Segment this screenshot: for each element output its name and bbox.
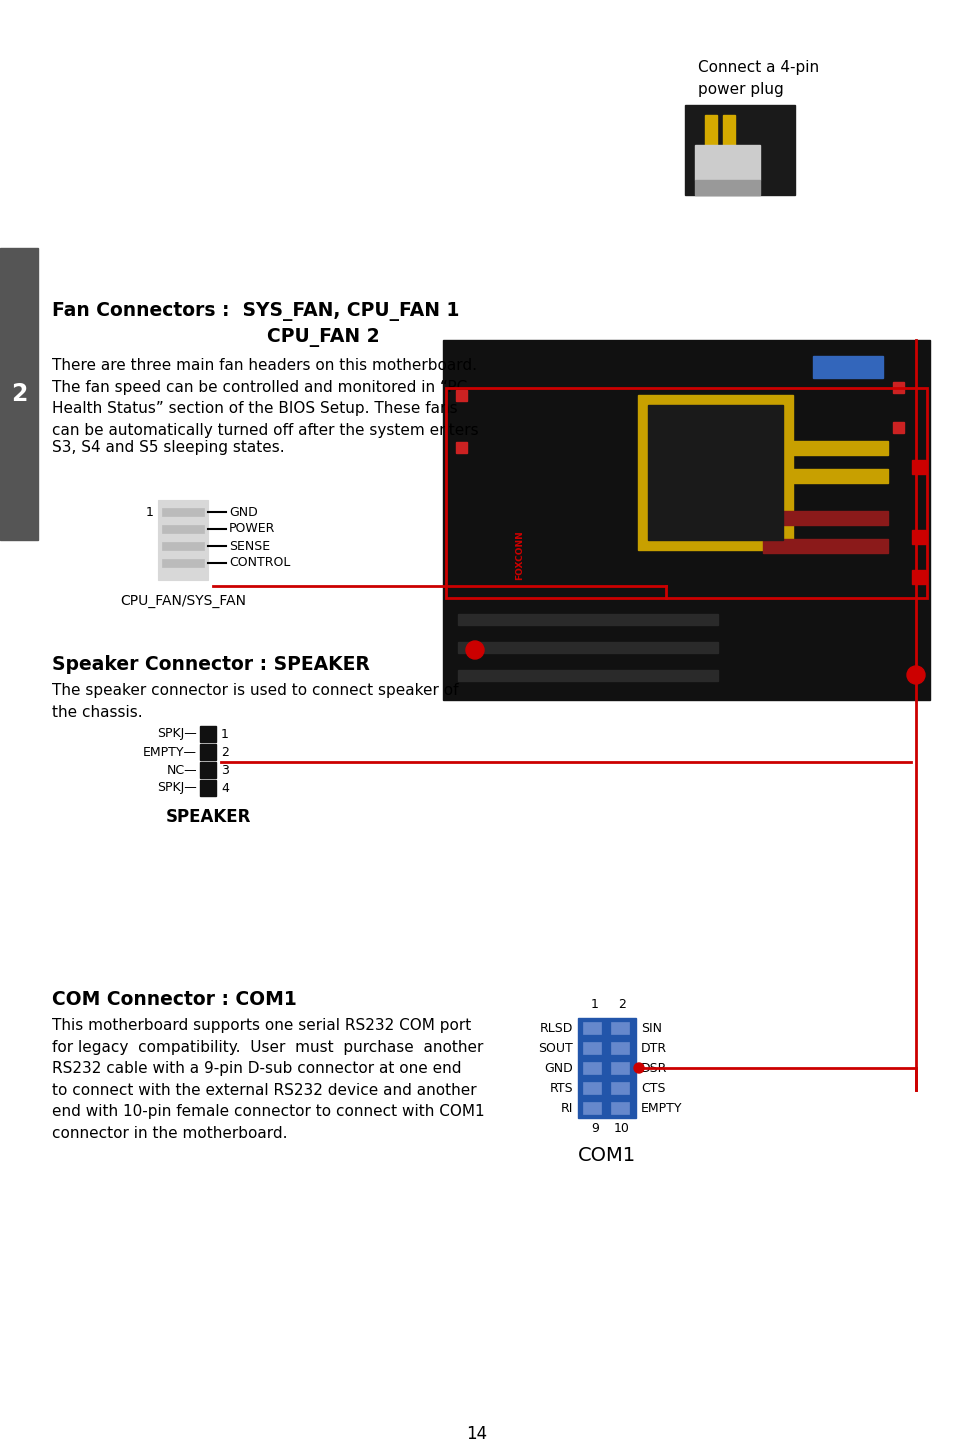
Text: 2: 2 (618, 998, 625, 1011)
Bar (684, 105, 794, 195)
Text: CTS: CTS (640, 1082, 665, 1095)
Text: 14: 14 (466, 1424, 487, 1443)
Bar (162, 508, 204, 515)
Text: There are three main fan headers on this motherboard.
The fan speed can be contr: There are three main fan headers on this… (52, 359, 478, 439)
Text: CPU_FAN/SYS_FAN: CPU_FAN/SYS_FAN (120, 594, 246, 608)
Text: FOXCONN: FOXCONN (515, 530, 523, 579)
Bar (0, 248, 38, 540)
Bar (456, 441, 467, 453)
Bar (582, 1102, 600, 1114)
Bar (200, 726, 215, 742)
Bar (610, 1082, 628, 1093)
Text: EMPTY—: EMPTY— (143, 745, 196, 758)
Bar (457, 614, 718, 624)
Bar (610, 1022, 628, 1034)
Bar (456, 391, 467, 401)
Bar (200, 780, 215, 796)
Bar (911, 460, 925, 473)
Bar (638, 395, 792, 550)
Bar (892, 423, 903, 433)
Text: SPKJ—: SPKJ— (157, 727, 196, 741)
Bar (582, 1043, 600, 1054)
Bar (704, 115, 717, 147)
Text: SPEAKER: SPEAKER (165, 807, 251, 826)
Bar (162, 526, 204, 533)
Text: 1: 1 (591, 998, 598, 1011)
Text: Fan Connectors :  SYS_FAN, CPU_FAN 1: Fan Connectors : SYS_FAN, CPU_FAN 1 (52, 302, 459, 321)
Bar (722, 115, 734, 147)
Text: 4: 4 (221, 781, 229, 794)
Text: This motherboard supports one serial RS232 COM port
for legacy  compatibility.  : This motherboard supports one serial RS2… (52, 1018, 484, 1141)
Bar (457, 642, 718, 653)
Circle shape (465, 640, 483, 659)
Text: SOUT: SOUT (537, 1041, 573, 1054)
Text: COM1: COM1 (578, 1146, 636, 1165)
Text: 2: 2 (221, 745, 229, 758)
Text: 2: 2 (10, 382, 27, 407)
Text: Connect a 4-pin: Connect a 4-pin (698, 60, 819, 76)
Bar (911, 571, 925, 584)
Bar (762, 511, 887, 526)
Bar (457, 669, 718, 681)
Bar (610, 1043, 628, 1054)
Bar (582, 1022, 600, 1034)
Text: NC—: NC— (166, 764, 196, 777)
Text: CPU_FAN 2: CPU_FAN 2 (267, 328, 379, 347)
Bar (762, 539, 887, 553)
Bar (582, 1082, 600, 1093)
Text: POWER: POWER (229, 523, 275, 536)
Text: GND: GND (229, 505, 257, 518)
Bar (762, 441, 887, 454)
Bar (442, 340, 929, 700)
Bar (158, 499, 208, 579)
Bar (695, 145, 760, 180)
Text: DSR: DSR (640, 1061, 667, 1074)
Text: RI: RI (560, 1102, 573, 1115)
Text: CONTROL: CONTROL (229, 556, 290, 569)
Bar (162, 542, 204, 550)
Circle shape (634, 1063, 643, 1073)
Text: 1: 1 (146, 505, 153, 518)
Bar (446, 388, 926, 598)
Text: EMPTY: EMPTY (640, 1102, 681, 1115)
Bar (162, 559, 204, 566)
Text: 9: 9 (591, 1122, 598, 1135)
Text: SENSE: SENSE (229, 540, 270, 553)
Bar (582, 1061, 600, 1074)
Bar (610, 1061, 628, 1074)
Text: S3, S4 and S5 sleeping states.: S3, S4 and S5 sleeping states. (52, 440, 284, 454)
Bar (200, 743, 215, 759)
Bar (200, 762, 215, 778)
Text: 1: 1 (221, 727, 229, 741)
Text: 3: 3 (221, 764, 229, 777)
Bar (812, 356, 882, 378)
Text: SPKJ—: SPKJ— (157, 781, 196, 794)
Bar (695, 180, 760, 195)
Text: COM Connector : COM1: COM Connector : COM1 (52, 990, 296, 1009)
Bar (892, 382, 903, 393)
Bar (647, 405, 782, 540)
Bar (911, 530, 925, 544)
Text: The speaker connector is used to connect speaker of
the chassis.: The speaker connector is used to connect… (52, 682, 458, 720)
Text: GND: GND (543, 1061, 573, 1074)
Bar (578, 1018, 636, 1118)
Text: SIN: SIN (640, 1022, 661, 1034)
Text: 10: 10 (614, 1122, 629, 1135)
Text: RTS: RTS (549, 1082, 573, 1095)
Bar (762, 469, 887, 484)
Text: Speaker Connector : SPEAKER: Speaker Connector : SPEAKER (52, 655, 370, 674)
Text: RLSD: RLSD (539, 1022, 573, 1034)
Text: power plug: power plug (698, 81, 783, 97)
Text: DTR: DTR (640, 1041, 666, 1054)
Bar (610, 1102, 628, 1114)
Circle shape (906, 666, 924, 684)
